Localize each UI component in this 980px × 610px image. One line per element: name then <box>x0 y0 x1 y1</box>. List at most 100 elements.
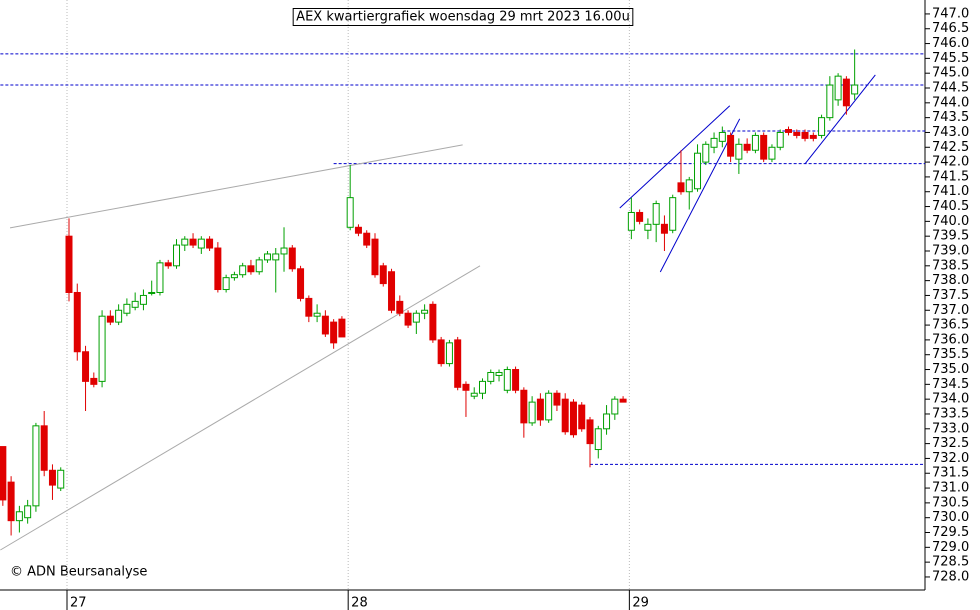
candle-body <box>445 342 453 365</box>
y-tick-label: 743.0 <box>932 125 969 140</box>
trendline <box>804 74 876 165</box>
y-tick-label: 728.5 <box>932 555 969 570</box>
candle-body <box>470 392 478 397</box>
candle-body <box>743 143 751 151</box>
candle-body <box>512 369 520 391</box>
y-tick-label: 733.0 <box>932 421 969 436</box>
candle-body <box>421 309 429 314</box>
candle-body <box>98 315 106 382</box>
candle-body <box>139 294 147 305</box>
y-tick-label: 746.0 <box>932 36 969 51</box>
y-tick-label: 744.5 <box>932 81 969 96</box>
candle-body <box>677 182 685 193</box>
candle-body <box>57 469 65 489</box>
candle-body <box>148 291 156 294</box>
candle-body <box>768 146 776 160</box>
y-tick-label: 734.0 <box>932 392 969 407</box>
candle-body <box>776 131 784 148</box>
candle-body <box>412 312 420 323</box>
candle-body <box>553 392 561 406</box>
candle-body <box>164 262 172 267</box>
y-tick-label: 733.5 <box>932 406 969 421</box>
candle-body <box>429 303 437 341</box>
x-tick-label: 27 <box>70 596 87 610</box>
y-tick-label: 735.0 <box>932 362 969 377</box>
x-tick-label: 28 <box>351 596 368 610</box>
y-tick-label: 730.0 <box>932 510 969 525</box>
y-tick-label: 742.0 <box>932 155 969 170</box>
candle-body <box>842 78 850 107</box>
candle-body <box>784 128 792 133</box>
y-tick-label: 741.0 <box>932 184 969 199</box>
candle-body <box>181 238 189 246</box>
y-tick-label: 743.5 <box>932 110 969 125</box>
candle-body <box>727 134 735 157</box>
x-tick-label: 29 <box>632 596 649 610</box>
candle-body <box>313 312 321 317</box>
y-tick-label: 731.0 <box>932 481 969 496</box>
candle-body <box>0 446 7 501</box>
candle-body <box>90 377 98 385</box>
y-tick-label: 744.0 <box>932 95 969 110</box>
candle-body <box>32 425 40 507</box>
candle-body <box>115 309 123 323</box>
candle-body <box>388 271 396 311</box>
y-tick-label: 745.0 <box>932 66 969 81</box>
candle-body <box>82 351 90 382</box>
candle-body <box>594 428 602 451</box>
y-tick-label: 732.5 <box>932 436 969 451</box>
candle-body <box>206 238 214 249</box>
candle-body <box>611 398 619 415</box>
y-tick-label: 740.5 <box>932 199 969 214</box>
candle-body <box>462 383 470 391</box>
candle-body <box>255 259 263 273</box>
candle-body <box>487 371 495 382</box>
candle-body <box>685 179 693 193</box>
y-tick-label: 741.5 <box>932 169 969 184</box>
candle-body <box>230 274 238 279</box>
y-tick-label: 747.0 <box>932 6 969 21</box>
candle-body <box>627 211 635 231</box>
trendline <box>619 105 731 209</box>
candle-body <box>239 265 247 276</box>
candle-body <box>826 84 834 119</box>
candle-body <box>636 211 644 222</box>
candle-body <box>404 312 412 326</box>
candle-body <box>454 339 462 388</box>
candle-body <box>272 253 280 261</box>
y-tick-label: 729.5 <box>932 525 969 540</box>
candle-body <box>222 277 230 291</box>
y-tick-label: 729.0 <box>932 540 969 555</box>
candle-body <box>288 247 296 270</box>
candle-body <box>652 203 660 225</box>
trendline <box>659 118 741 273</box>
candle-body <box>718 131 726 142</box>
candle-body <box>280 247 288 255</box>
candle-body <box>330 321 338 344</box>
candle-body <box>363 232 371 246</box>
y-tick-label: 734.5 <box>932 377 969 392</box>
candle-body <box>173 244 181 267</box>
candle-body <box>834 75 842 101</box>
y-tick-label: 740.0 <box>932 214 969 229</box>
candle-body <box>801 131 809 139</box>
candle-body <box>793 131 801 136</box>
candle-body <box>297 268 305 299</box>
candle-body <box>495 371 503 376</box>
y-tick-label: 739.5 <box>932 229 969 244</box>
candle-body <box>263 253 271 261</box>
candle-body <box>24 505 32 519</box>
candle-body <box>751 134 759 151</box>
candle-body <box>7 481 15 522</box>
candle-body <box>561 398 569 433</box>
candle-body <box>156 262 164 293</box>
candle-body <box>619 398 627 403</box>
candle-body <box>123 303 131 314</box>
y-tick-label: 746.5 <box>932 21 969 36</box>
candle-body <box>338 318 346 338</box>
y-tick-label: 739.0 <box>932 243 969 258</box>
candle-body <box>73 291 81 353</box>
candle-body <box>660 223 668 234</box>
